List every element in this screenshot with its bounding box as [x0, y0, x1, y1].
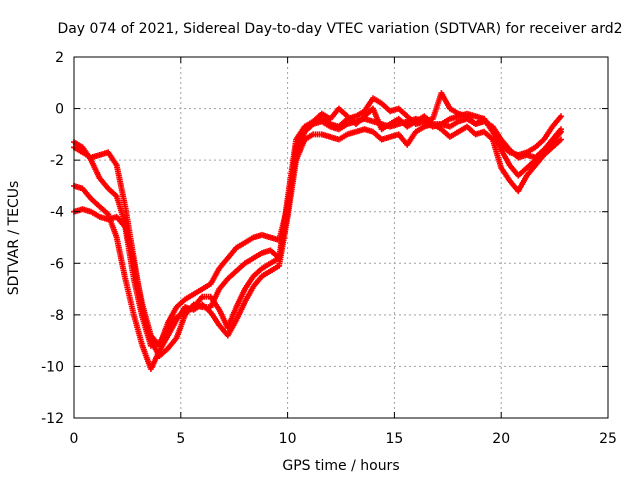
- data-point-marker: [558, 136, 564, 143]
- x-tick-label: 20: [492, 431, 510, 447]
- data-point-marker: [558, 128, 564, 135]
- data-points: [71, 90, 564, 372]
- data-point-marker: [558, 113, 564, 120]
- y-tick-label: -12: [41, 411, 64, 427]
- chart-title: Day 074 of 2021, Sidereal Day-to-day VTE…: [57, 21, 622, 37]
- plot-frame: [73, 56, 609, 419]
- axis-ticks: 0 5 10 15 20 25 -12 -10 -8 -6 -4 -2 0 2: [41, 50, 617, 447]
- x-tick-label: 5: [176, 431, 185, 447]
- x-tick-label: 0: [70, 431, 79, 447]
- y-tick-label: 2: [55, 50, 64, 66]
- y-tick-label: -8: [50, 308, 64, 324]
- y-tick-label: 0: [55, 102, 64, 118]
- y-tick-label: -10: [41, 359, 64, 375]
- x-tick-label: 10: [279, 431, 297, 447]
- series-track-4: [71, 90, 564, 349]
- x-tick-label: 15: [385, 431, 403, 447]
- y-tick-label: -2: [50, 153, 64, 169]
- x-tick-label: 25: [599, 431, 617, 447]
- x-axis-label: GPS time / hours: [282, 458, 399, 474]
- grid: [74, 57, 608, 418]
- y-tick-label: -4: [50, 205, 64, 221]
- y-axis-label: SDTVAR / TECUs: [6, 181, 22, 296]
- y-tick-label: -6: [50, 256, 64, 272]
